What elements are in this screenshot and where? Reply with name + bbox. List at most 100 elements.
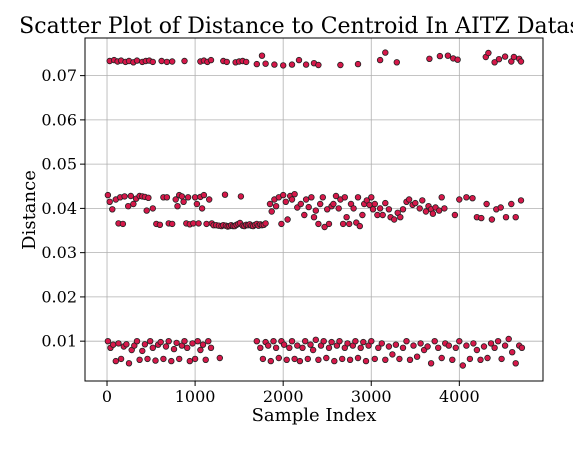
y-tick-label: 0.01	[41, 332, 77, 351]
data-point	[470, 340, 477, 347]
data-point	[445, 342, 452, 349]
data-point	[275, 354, 282, 362]
data-point	[382, 199, 389, 207]
data-point	[315, 356, 322, 363]
data-point	[346, 220, 353, 228]
y-axis-ticks: 0.01 0.02 0.03 0.04 0.05 0.06 0.07	[41, 66, 85, 351]
data-point	[278, 220, 285, 228]
data-point	[284, 216, 291, 223]
data-point	[144, 355, 151, 363]
data-point	[309, 346, 317, 354]
y-axis-label: Distance	[19, 170, 40, 250]
data-point	[163, 194, 171, 201]
data-point	[374, 211, 381, 219]
data-point	[405, 196, 413, 203]
data-point	[456, 338, 463, 345]
data-point	[444, 52, 452, 59]
data-point	[295, 56, 303, 64]
data-point	[197, 346, 204, 354]
data-point	[477, 356, 484, 363]
data-point	[435, 207, 443, 214]
data-point	[253, 338, 260, 345]
data-point	[376, 56, 384, 64]
data-point	[354, 354, 362, 362]
data-point	[317, 200, 324, 208]
data-point	[310, 213, 318, 221]
data-point	[296, 357, 304, 365]
data-point	[454, 56, 461, 63]
data-point	[291, 190, 298, 198]
data-point	[429, 210, 437, 217]
data-point	[483, 200, 490, 208]
x-tick-label: 3000	[351, 387, 392, 406]
data-point	[299, 344, 306, 351]
data-point	[441, 205, 448, 212]
data-point	[109, 341, 117, 348]
data-point	[158, 57, 165, 65]
data-point	[412, 199, 419, 207]
data-point	[242, 58, 250, 66]
data-point	[478, 214, 485, 222]
data-point	[466, 355, 474, 363]
data-point	[168, 58, 176, 65]
x-tick-label: 4000	[439, 387, 480, 406]
data-point	[339, 220, 347, 228]
data-point	[168, 357, 175, 365]
data-point	[190, 220, 197, 227]
data-point	[451, 211, 459, 219]
data-point	[191, 194, 199, 201]
data-point	[382, 356, 389, 363]
data-point	[410, 342, 417, 349]
data-point	[203, 220, 210, 228]
data-point	[385, 206, 393, 213]
data-point	[308, 194, 315, 201]
data-point	[312, 207, 319, 214]
data-point	[422, 208, 430, 215]
data-point	[491, 59, 498, 66]
data-point	[199, 341, 207, 348]
data-point	[272, 344, 280, 351]
data-point	[146, 338, 154, 345]
data-point	[320, 338, 327, 345]
data-point	[181, 338, 188, 345]
data-point	[406, 356, 414, 363]
data-point	[184, 194, 192, 201]
data-point	[360, 338, 367, 346]
data-point	[438, 194, 445, 201]
data-point	[288, 196, 296, 203]
data-point	[149, 58, 156, 66]
data-point	[193, 200, 201, 208]
data-point	[194, 338, 201, 345]
data-point	[369, 206, 377, 213]
data-point	[302, 338, 309, 345]
data-point	[288, 338, 296, 345]
data-point	[337, 61, 344, 69]
data-point	[288, 61, 296, 68]
data-point	[517, 197, 525, 204]
data-point	[257, 344, 264, 351]
data-point	[149, 205, 156, 212]
data-point	[149, 344, 156, 351]
data-point	[368, 194, 375, 201]
data-point	[354, 60, 362, 68]
data-point	[328, 338, 335, 346]
y-tick-label: 0.05	[41, 155, 77, 174]
data-point	[280, 341, 288, 348]
data-point	[332, 192, 340, 200]
data-point	[336, 338, 343, 345]
data-point	[331, 357, 338, 365]
data-point	[463, 194, 470, 201]
y-tick-label: 0.06	[41, 110, 77, 129]
data-point	[143, 207, 150, 214]
x-tick-label: 0	[102, 387, 112, 406]
data-point	[436, 52, 444, 60]
data-point	[200, 191, 208, 199]
data-point	[413, 353, 421, 360]
data-point	[508, 200, 515, 208]
data-point	[356, 222, 363, 230]
data-point	[473, 346, 481, 354]
data-point	[321, 223, 328, 231]
data-point	[368, 338, 375, 345]
data-point	[509, 349, 516, 356]
